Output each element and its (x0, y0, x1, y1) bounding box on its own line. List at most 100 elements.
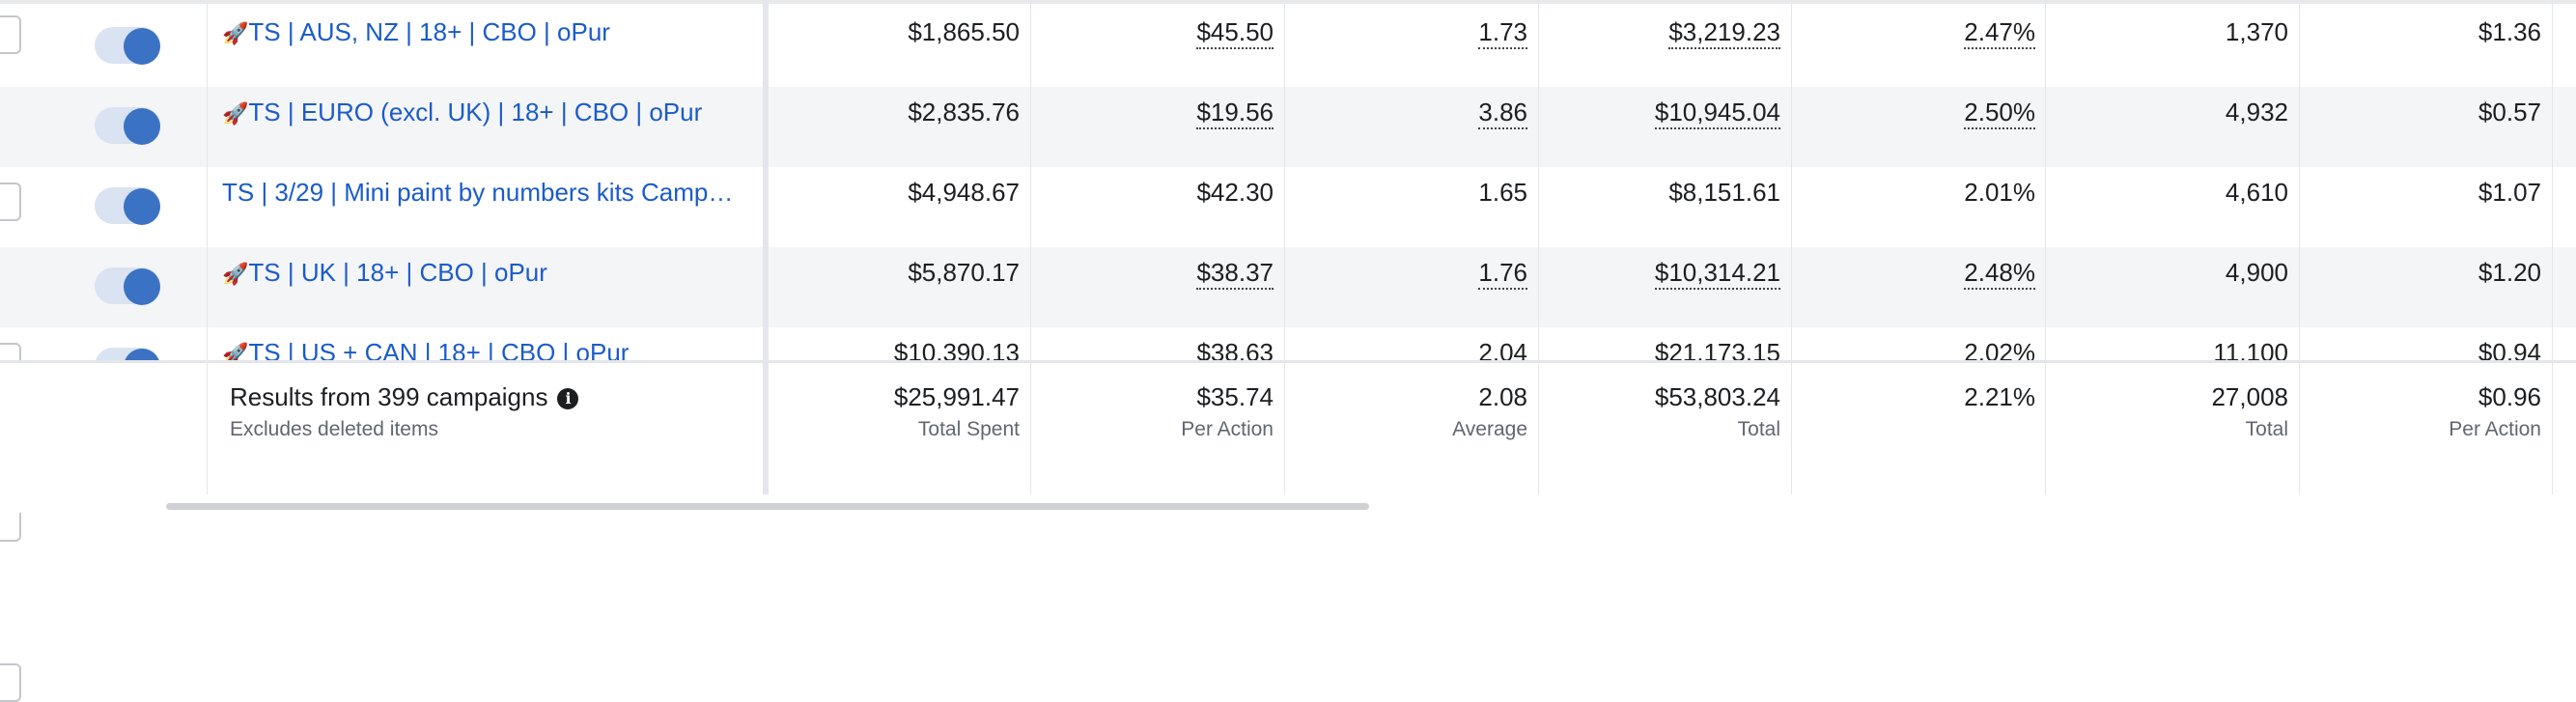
row-checkbox[interactable] (0, 663, 21, 702)
ctr-value: 2.47% (1964, 17, 2035, 49)
results-summary-subtitle: Excludes deleted items (230, 418, 438, 440)
ctr-value: 2.50% (1964, 98, 2035, 129)
column-divider (2299, 0, 2300, 494)
value-value: $10,314.21 (1654, 258, 1780, 290)
rocket-icon: 🚀 (222, 21, 249, 45)
column-divider (1791, 0, 1792, 494)
value-cell: $8,151.61 (1668, 178, 1780, 208)
spent-value: $1,865.50 (908, 17, 1020, 46)
spent-value: $2,835.76 (908, 98, 1020, 126)
spent-cell: $2,835.76 (908, 98, 1020, 127)
rocket-icon: 🚀 (222, 101, 249, 126)
horizontal-scrollbar-thumb[interactable] (166, 503, 1369, 510)
ctr-cell: 2.01% (1964, 178, 2035, 208)
roas-cell: 1.65 (1478, 178, 1527, 208)
roas-cell[interactable]: 3.86 (1478, 98, 1527, 129)
cpc-value: $0.57 (2478, 98, 2541, 126)
value-cell[interactable]: $3,219.23 (1668, 17, 1780, 49)
table-row[interactable]: TS | 3/29 | Mini paint by numbers kits C… (0, 167, 2576, 381)
row-checkbox[interactable] (0, 183, 21, 221)
total-spent-label: Total Spent (917, 418, 1020, 440)
cpc-value: $1.07 (2478, 178, 2541, 207)
roas-value: 1.65 (1478, 178, 1527, 207)
campaign-name-link[interactable]: 🚀TS | UK | 18+ | CBO | oPur (222, 258, 547, 288)
cpc-cell: $0.57 (2478, 98, 2541, 127)
ctr-cell[interactable]: 2.50% (1964, 98, 2035, 129)
value-value: $8,151.61 (1668, 178, 1780, 207)
roas-value: 1.76 (1478, 258, 1527, 290)
roas-average-label: Average (1452, 418, 1527, 440)
toggle-knob (124, 28, 160, 65)
value-value: $10,945.04 (1654, 98, 1780, 129)
toggle-knob (124, 108, 160, 145)
cpa-value: $38.37 (1196, 258, 1274, 290)
ctr-cell[interactable]: 2.47% (1964, 17, 2035, 49)
column-divider (1284, 0, 1285, 494)
clicks-value: 1,370 (2225, 17, 2288, 46)
value-value: $3,219.23 (1668, 17, 1780, 49)
campaign-name-text: TS | AUS, NZ | 18+ | CBO | oPur (248, 17, 610, 46)
roas-cell[interactable]: 1.73 (1478, 17, 1527, 49)
clicks-value: 4,900 (2225, 258, 2288, 287)
cpc-label: Per Action (2449, 418, 2541, 440)
results-summary-text: Results from 399 campaigns (230, 382, 548, 411)
cost-per-action-value: $35.74 (1196, 382, 1274, 411)
cpa-cell[interactable]: $45.50 (1196, 17, 1274, 49)
campaign-name-text: TS | UK | 18+ | CBO | oPur (248, 258, 547, 287)
column-divider (2045, 0, 2046, 494)
campaign-name-link[interactable]: 🚀TS | AUS, NZ | 18+ | CBO | oPur (222, 17, 610, 47)
name-column-divider[interactable] (763, 0, 769, 494)
cpa-value: $19.56 (1196, 98, 1274, 129)
cpa-cell[interactable]: $19.56 (1196, 98, 1274, 129)
roas-cell[interactable]: 1.76 (1478, 258, 1527, 290)
cpc-cell: $1.36 (2478, 17, 2541, 47)
cpc-value: $1.20 (2478, 258, 2541, 287)
campaign-toggle[interactable] (95, 107, 160, 145)
campaign-name-link[interactable]: 🚀TS | EURO (excl. UK) | 18+ | CBO | oPur (222, 98, 702, 127)
spent-cell: $1,865.50 (908, 17, 1020, 47)
column-divider (207, 0, 208, 494)
table-row[interactable]: 🚀TS | AUS, NZ | 18+ | CBO | oPur $1,865.5… (0, 0, 2576, 87)
clicks-total-label: Total (2245, 418, 2288, 440)
row-checkbox[interactable] (0, 15, 21, 54)
toggle-knob (124, 268, 160, 305)
total-spent-value: $25,991.47 (893, 382, 1020, 411)
column-divider (1030, 0, 1031, 494)
rocket-icon: 🚀 (222, 262, 249, 286)
cpa-cell[interactable]: $38.37 (1196, 258, 1274, 290)
info-icon[interactable]: i (557, 388, 579, 410)
ctr-cell[interactable]: 2.48% (1964, 258, 2035, 290)
header-divider (0, 0, 2576, 4)
ctr-value: 2.48% (1964, 258, 2035, 290)
toggle-knob (124, 188, 160, 225)
spent-value: $5,870.17 (908, 258, 1020, 287)
ctr-value: 2.21% (1964, 382, 2035, 411)
spent-value: $4,948.67 (908, 178, 1020, 207)
clicks-value: 4,610 (2225, 178, 2288, 207)
clicks-total-value: 27,008 (2211, 382, 2288, 411)
cpa-cell: $42.30 (1196, 178, 1274, 208)
column-divider (2552, 0, 2553, 494)
spent-cell: $4,948.67 (908, 178, 1020, 208)
clicks-cell: 4,610 (2226, 178, 2288, 208)
spent-cell: $5,870.17 (908, 258, 1020, 288)
campaign-toggle[interactable] (95, 187, 160, 225)
roas-average-value: 2.08 (1478, 382, 1527, 411)
value-cell[interactable]: $10,314.21 (1654, 258, 1780, 290)
cost-per-action-label: Per Action (1181, 418, 1274, 440)
cpc-cell: $1.07 (2478, 178, 2541, 208)
clicks-value: 4,932 (2225, 98, 2288, 126)
campaign-toggle[interactable] (95, 27, 160, 65)
campaign-name-link[interactable]: TS | 3/29 | Mini paint by numbers kits C… (222, 178, 743, 208)
value-cell[interactable]: $10,945.04 (1654, 98, 1780, 129)
cpa-value: $42.30 (1196, 178, 1274, 207)
table-row[interactable]: 🚀TS | UK | 18+ | CBO | oPur $5,870.17 $38.… (0, 247, 2576, 542)
cpa-value: $45.50 (1196, 17, 1274, 49)
campaign-toggle[interactable] (95, 267, 160, 305)
purchase-value-label: Total (1737, 418, 1780, 440)
column-divider (1538, 0, 1539, 494)
table-row[interactable]: 🚀TS | EURO (excl. UK) | 18+ | CBO | oPur… (0, 87, 2576, 221)
clicks-cell: 4,900 (2226, 258, 2288, 288)
roas-value: 3.86 (1478, 98, 1527, 129)
